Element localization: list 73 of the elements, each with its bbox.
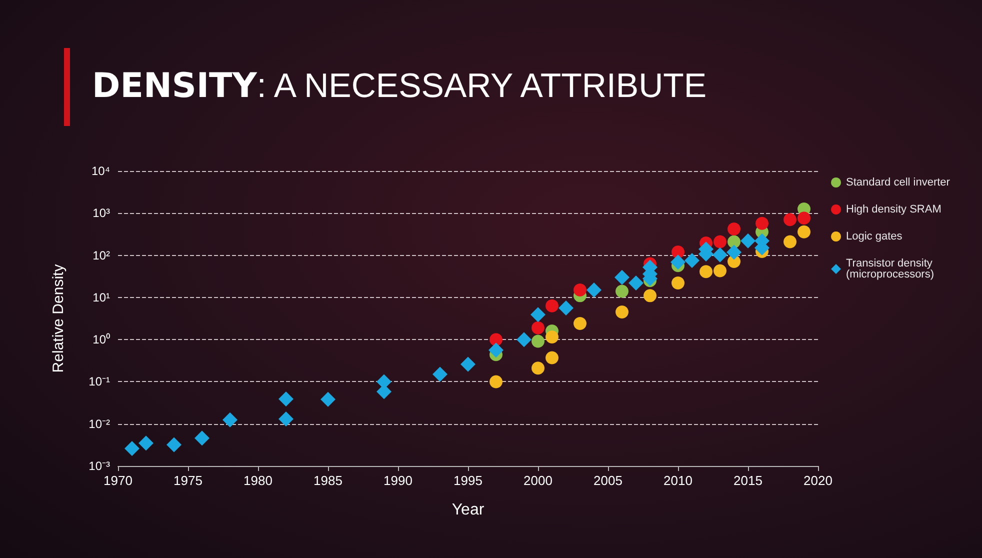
y-tick-label: 10⁻² — [88, 416, 110, 431]
point — [784, 235, 796, 248]
point — [530, 307, 546, 322]
point — [672, 276, 684, 290]
point — [166, 437, 182, 452]
point — [616, 306, 628, 319]
x-tick-label: 1990 — [384, 473, 412, 488]
x-tick-label: 1985 — [314, 473, 342, 488]
point — [616, 284, 628, 298]
point — [784, 213, 796, 226]
chart-title: DENSITY: A NECESSARY ATTRIBUTE — [92, 66, 707, 106]
x-tick-label: 2005 — [594, 473, 622, 488]
point — [222, 412, 238, 428]
point — [726, 244, 742, 260]
point — [672, 245, 684, 258]
x-tick-label: 2010 — [664, 473, 692, 488]
legend-label: Transistor density (microprocessors) — [846, 258, 936, 280]
y-tick-label: 10¹ — [92, 290, 110, 304]
point — [490, 333, 502, 346]
point — [574, 317, 586, 330]
point — [628, 276, 644, 290]
point — [432, 366, 448, 382]
point — [586, 282, 602, 298]
point — [138, 436, 154, 451]
point — [714, 264, 726, 278]
point — [546, 299, 558, 312]
legend-label: Standard cell inverter — [846, 176, 950, 188]
point — [700, 265, 712, 278]
y-tick-label: 10² — [92, 248, 110, 262]
point — [546, 330, 558, 344]
x-tick-label: 1995 — [454, 473, 482, 488]
point — [756, 216, 768, 230]
point — [532, 334, 544, 348]
x-tick-label: 2015 — [734, 473, 762, 488]
point — [194, 430, 210, 446]
point — [714, 235, 726, 248]
point — [278, 391, 294, 406]
point — [516, 332, 532, 348]
point — [684, 253, 700, 268]
x-tick-label: 2000 — [524, 473, 552, 488]
point — [558, 300, 574, 316]
x-tick-label: 1980 — [244, 473, 272, 488]
point — [798, 212, 810, 225]
point — [644, 289, 656, 302]
point — [670, 254, 686, 270]
legend-label: Logic gates — [846, 230, 903, 242]
point — [728, 235, 740, 248]
point — [712, 247, 728, 262]
point — [124, 441, 140, 456]
point — [740, 233, 756, 248]
y-tick-label: 10⁴ — [91, 164, 110, 178]
y-axis-title: Relative Density — [50, 264, 67, 373]
point — [490, 375, 502, 388]
x-tick-label: 1970 — [104, 473, 132, 488]
point — [574, 284, 586, 297]
point — [488, 342, 504, 358]
y-tick-label: 10⁻¹ — [88, 374, 110, 389]
y-tick-label: 10³ — [92, 206, 110, 220]
point — [614, 270, 630, 285]
x-tick-label: 2020 — [804, 473, 832, 488]
y-tick-label: 10⁻³ — [88, 459, 110, 473]
point — [320, 392, 336, 407]
point — [798, 225, 810, 238]
legend-label: High density SRAM — [846, 204, 942, 216]
point — [728, 222, 740, 236]
point — [546, 351, 558, 364]
point — [532, 362, 544, 375]
x-tick-label: 1975 — [174, 473, 202, 488]
x-axis-title: Year — [452, 502, 485, 518]
point — [532, 321, 544, 334]
point — [460, 356, 476, 372]
y-tick-label: 10⁰ — [92, 332, 110, 347]
point — [278, 412, 294, 427]
